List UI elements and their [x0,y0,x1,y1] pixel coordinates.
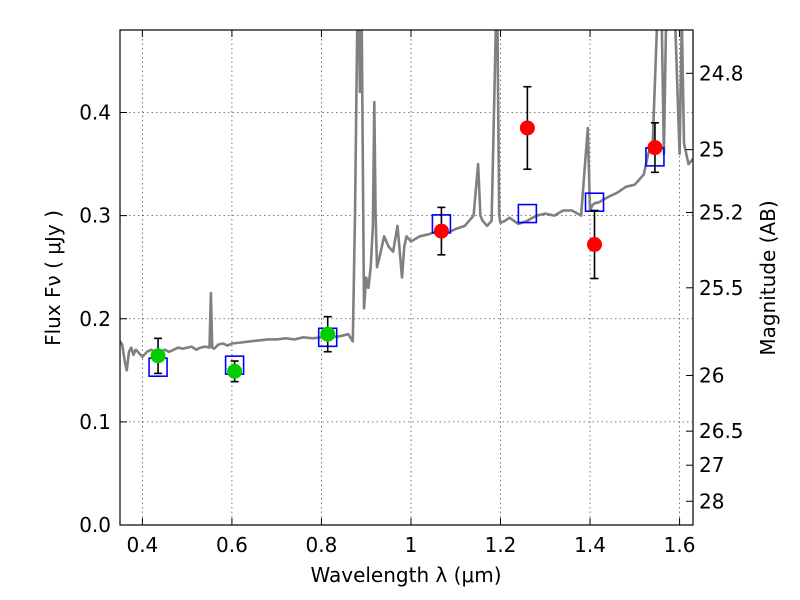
x-tick-label: 0.6 [216,533,248,557]
observed-point-red [433,223,449,239]
observed-point-green [227,363,243,379]
y-tick-label: 0.1 [79,410,111,434]
observed-point-green [150,348,166,364]
y-tick-label: 0.3 [79,204,111,228]
y2-axis-title: Magnitude (AB) [756,200,780,355]
plot-frame [119,29,694,526]
y2-tick-label: 25.2 [699,201,744,225]
model-photometry-square [517,203,538,224]
x-axis-title: Wavelength λ (μm) [310,563,501,587]
y-tick-label: 0.0 [79,513,111,537]
template-spectrum-line [120,30,693,372]
observed-point-red [587,237,603,252]
axis-ticks: 0.4 0.6 0.8 1 1.2 1.4 1.6 0.0 0.1 0.2 0.3 0.4 24.8 25… [79,30,744,557]
y2-tick-label: 25.5 [699,276,744,300]
y2-tick-label: 24.8 [699,61,744,85]
y-axis-title: Flux Fν ( μJy ) [41,210,65,346]
x-tick-label: 1.4 [574,533,606,557]
x-tick-label: 0.4 [126,533,158,557]
observed-point-red [647,140,663,156]
plot-area [120,30,693,383]
y-tick-label: 0.2 [79,307,111,331]
grid [120,30,693,526]
x-tick-label: 1.2 [485,533,517,557]
x-tick-label: 0.8 [306,533,338,557]
y2-tick-label: 26.5 [699,419,744,443]
y2-tick-label: 28 [699,489,724,513]
x-tick-label: 1 [405,533,418,557]
y-tick-label: 0.4 [79,101,111,125]
observed-point-green [320,326,336,342]
y2-tick-label: 25 [699,138,724,162]
y2-tick-label: 27 [699,453,724,477]
observed-point-red [519,120,535,136]
x-tick-label: 1.6 [664,533,696,557]
y2-tick-label: 26 [699,363,724,387]
